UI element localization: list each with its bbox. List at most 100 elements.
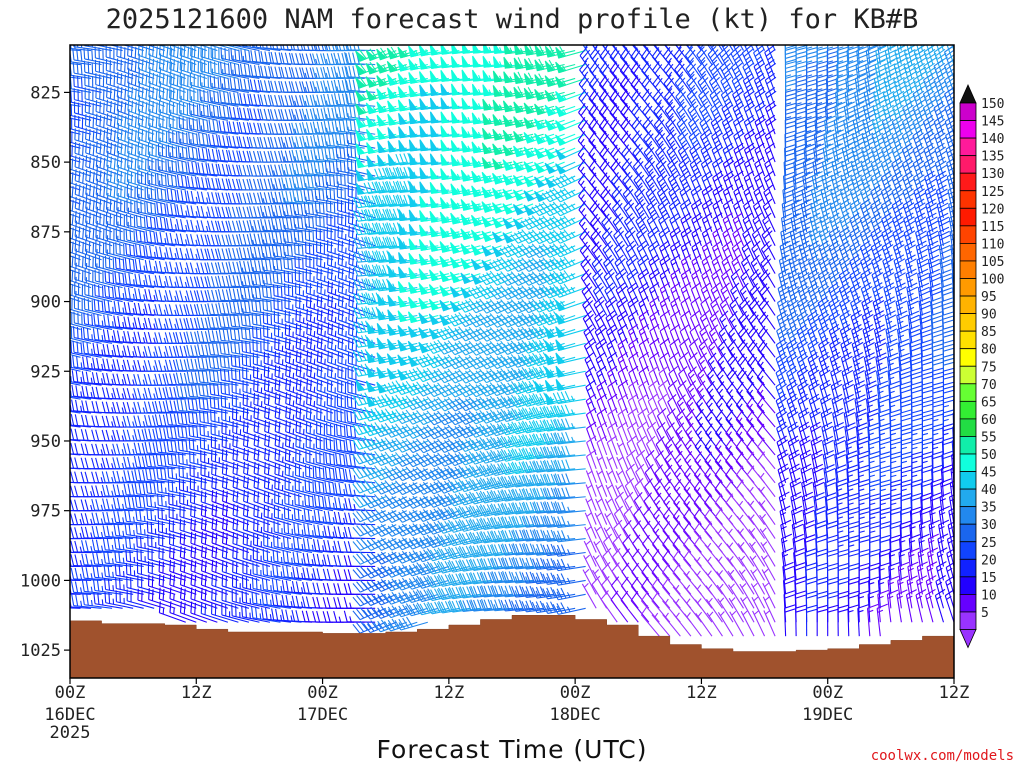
barb-shaft <box>105 522 134 526</box>
barb-feather <box>257 505 259 518</box>
barb-feather <box>110 156 113 168</box>
wind-barb <box>70 297 81 303</box>
barb-feather <box>91 457 96 470</box>
barb-feather <box>134 482 138 494</box>
barb-feather <box>124 102 127 114</box>
wind-barb <box>70 593 81 595</box>
barb-feather <box>146 201 149 213</box>
barb-feather <box>291 271 294 284</box>
barb-feather <box>93 592 96 604</box>
barb-shaft <box>70 189 71 191</box>
wind-barb <box>70 341 92 358</box>
barb-feather <box>179 545 182 558</box>
barb-feather <box>134 46 137 59</box>
barb-feather <box>40 470 42 481</box>
barb-feather <box>172 73 175 85</box>
barb-feather <box>80 63 83 75</box>
barb-shaft <box>136 493 165 498</box>
barb-feather <box>78 156 81 169</box>
barb-feather <box>44 211 45 222</box>
barb-half-feather <box>70 376 72 382</box>
barb-feather <box>155 102 158 114</box>
barb-shaft <box>84 352 113 358</box>
wind-barb <box>84 283 113 303</box>
barb-feather <box>50 384 51 395</box>
barb-feather <box>134 258 138 271</box>
barb-feather <box>50 37 52 48</box>
barb-feather <box>61 118 62 129</box>
barb-feather <box>200 587 203 600</box>
wind-barb <box>70 117 92 135</box>
barb-feather <box>145 74 148 86</box>
barb-feather <box>124 129 127 142</box>
barb-feather <box>74 141 77 154</box>
barb-feather <box>155 60 158 72</box>
barb-feather <box>242 518 245 530</box>
barb-feather <box>203 89 205 102</box>
barb-feather <box>124 74 127 86</box>
barb-half-feather <box>50 418 51 424</box>
barb-feather <box>145 102 148 114</box>
barb-half-feather <box>90 363 93 369</box>
wind-barb <box>137 171 165 191</box>
wind-barb <box>81 566 113 581</box>
barb-feather <box>125 228 128 241</box>
barb-feather <box>70 471 75 483</box>
barb-feather <box>191 47 193 60</box>
barb-half-feather <box>111 531 114 538</box>
barb-feather <box>236 449 239 462</box>
barb-half-feather <box>80 405 83 412</box>
barb-feather <box>66 63 67 74</box>
barb-feather <box>55 413 57 424</box>
wind-barb <box>92 552 123 568</box>
barb-feather <box>267 366 270 378</box>
barb-feather <box>81 371 85 383</box>
barb-feather <box>62 384 63 395</box>
barb-shaft <box>85 193 113 205</box>
wind-barb <box>70 607 71 609</box>
barb-feather <box>62 214 63 225</box>
barb-feather <box>85 371 89 383</box>
barb-feather <box>88 226 91 239</box>
barb-feather <box>124 143 127 156</box>
barb-feather <box>44 38 46 49</box>
barb-feather <box>95 33 96 44</box>
barb-feather <box>110 128 113 141</box>
wind-barb <box>148 99 176 121</box>
barb-feather <box>95 485 100 497</box>
barb-feather <box>152 45 155 57</box>
barb-shaft <box>70 354 81 358</box>
barb-feather <box>246 421 249 434</box>
wind-barb <box>147 157 176 177</box>
barb-feather <box>103 199 106 212</box>
wind-barb <box>114 563 144 581</box>
barb-feather <box>62 200 63 211</box>
barb-feather <box>82 213 85 226</box>
barb-feather <box>249 341 251 354</box>
barb-feather <box>91 429 96 441</box>
barb-feather <box>116 373 121 385</box>
barb-feather <box>50 542 53 553</box>
wind-barb <box>70 273 71 274</box>
barb-feather <box>154 202 157 215</box>
barb-feather <box>183 59 186 72</box>
barb-feather <box>57 118 58 129</box>
barb-feather <box>123 287 127 299</box>
barb-shaft <box>126 547 155 554</box>
barb-feather <box>133 374 138 386</box>
barb-feather <box>133 230 136 242</box>
barb-feather <box>64 471 67 482</box>
barb-feather <box>137 331 142 343</box>
barb-feather <box>112 359 117 371</box>
barb-shaft <box>73 72 102 80</box>
wind-barb <box>55 413 81 428</box>
barb-feather <box>263 365 266 377</box>
barb-feather <box>134 74 137 86</box>
barb-feather <box>48 39 50 50</box>
barb-shaft <box>95 236 123 247</box>
barb-feather <box>63 76 64 87</box>
barb-feather <box>158 100 161 112</box>
barb-feather <box>116 155 119 167</box>
wind-barb <box>70 439 81 442</box>
barb-shaft <box>126 239 155 247</box>
